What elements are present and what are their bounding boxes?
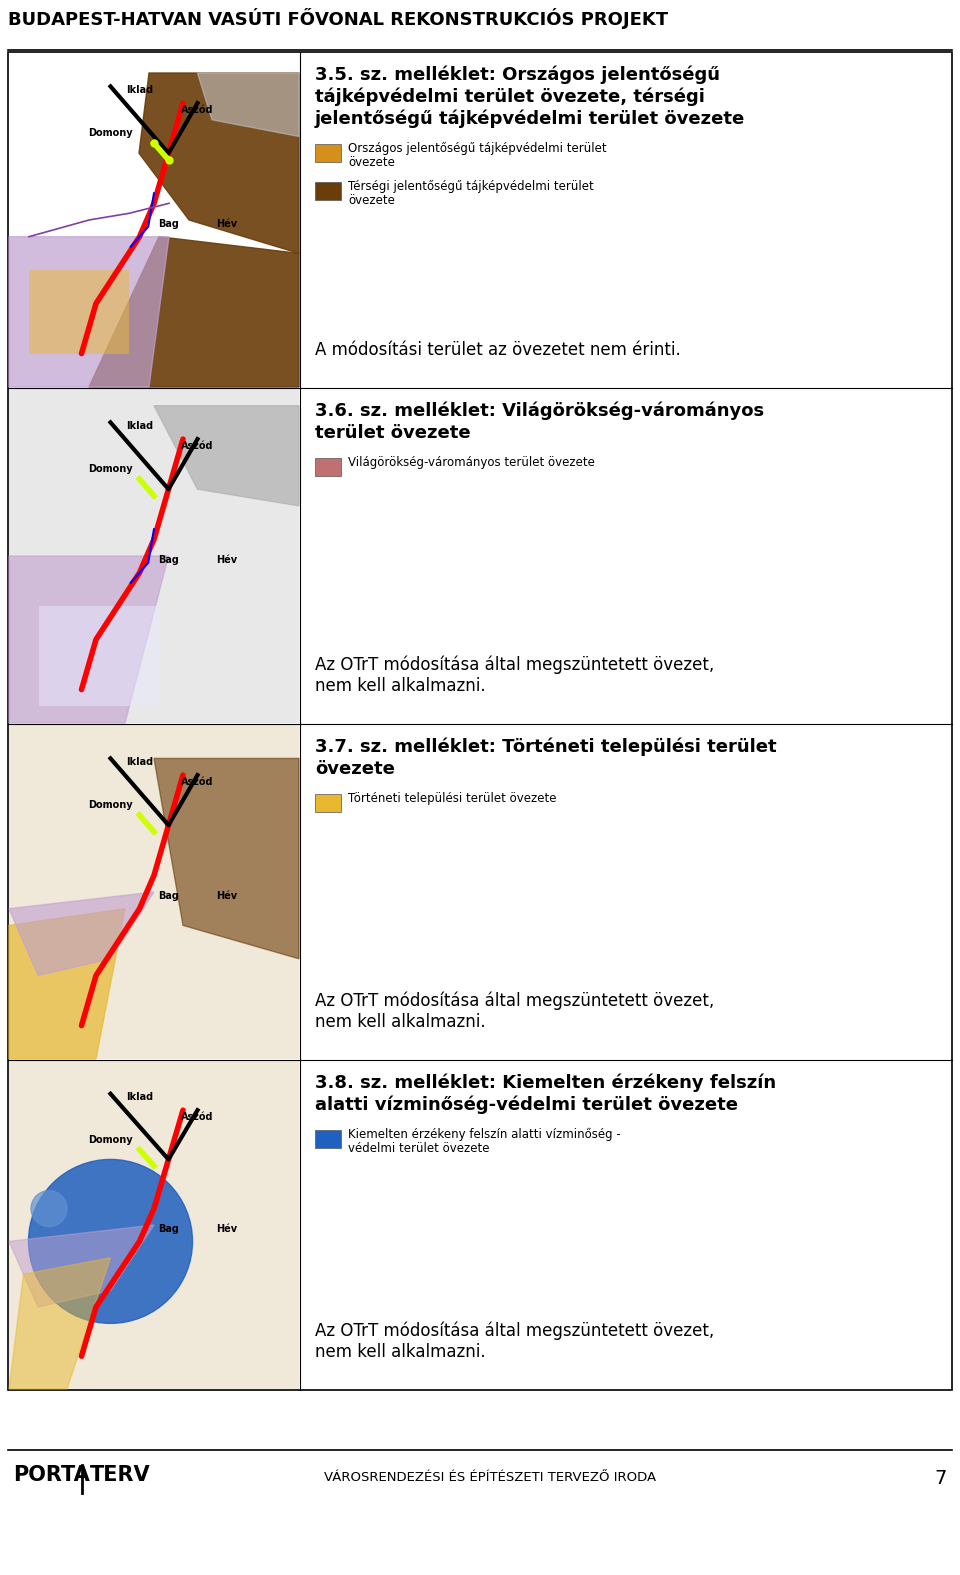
Text: BUDAPEST-HATVAN VASÚTI FŐVONAL REKONSTRUKCIÓS PROJEKT: BUDAPEST-HATVAN VASÚTI FŐVONAL REKONSTRU… — [8, 8, 668, 28]
Text: Domony: Domony — [88, 1136, 132, 1145]
Text: Domony: Domony — [88, 800, 132, 811]
Bar — [315, 458, 341, 476]
Text: Országos jelentőségű tájképvédelmi terület: Országos jelentőségű tájképvédelmi terül… — [348, 142, 607, 156]
Polygon shape — [9, 909, 125, 1058]
Bar — [9, 1062, 299, 1389]
Text: Aszód: Aszód — [181, 776, 214, 788]
Text: övezete: övezete — [348, 156, 395, 169]
Bar — [29, 269, 129, 354]
Text: VÁROSRENDEZÉSI ÉS ÉPÍTÉSZETI TERVEZŐ IRODA: VÁROSRENDEZÉSI ÉS ÉPÍTÉSZETI TERVEZŐ IRO… — [324, 1471, 656, 1484]
Text: PORTA: PORTA — [13, 1465, 89, 1485]
Polygon shape — [9, 556, 169, 723]
Text: Bag: Bag — [158, 219, 179, 228]
Text: védelmi terület övezete: védelmi terület övezete — [348, 1142, 490, 1154]
Bar — [9, 54, 299, 387]
Text: 3.5. sz. melléklet: Országos jelentőségű: 3.5. sz. melléklet: Országos jelentőségű — [315, 66, 720, 85]
Text: Iklad: Iklad — [126, 421, 153, 432]
Polygon shape — [198, 72, 299, 137]
Text: 7: 7 — [935, 1469, 947, 1488]
Text: alatti vízminőség-védelmi terület övezete: alatti vízminőség-védelmi terület övezet… — [315, 1096, 738, 1115]
Text: Aszód: Aszód — [181, 106, 214, 115]
Text: nem kell alkalmazni.: nem kell alkalmazni. — [315, 1343, 486, 1361]
Polygon shape — [89, 236, 299, 387]
Text: jelentőségű tájképvédelmi terület övezete: jelentőségű tájképvédelmi terület övezet… — [315, 110, 745, 129]
Text: Aszód: Aszód — [181, 441, 214, 450]
Bar — [9, 389, 299, 723]
Text: Kiemelten érzékeny felszín alatti vízminőség -: Kiemelten érzékeny felszín alatti vízmin… — [348, 1128, 621, 1142]
Text: övezete: övezete — [315, 761, 395, 778]
Text: Bag: Bag — [158, 891, 179, 901]
Text: TERV: TERV — [90, 1465, 151, 1485]
Text: Aszód: Aszód — [181, 1112, 214, 1121]
Bar — [315, 794, 341, 813]
Text: A módosítási terület az övezetet nem érinti.: A módosítási terület az övezetet nem éri… — [315, 342, 681, 359]
Text: 3.8. sz. melléklet: Kiemelten érzékeny felszín: 3.8. sz. melléklet: Kiemelten érzékeny f… — [315, 1074, 776, 1093]
Text: Domony: Domony — [88, 129, 132, 139]
Text: Térségi jelentőségű tájképvédelmi terület: Térségi jelentőségű tájképvédelmi terüle… — [348, 180, 593, 194]
Text: nem kell alkalmazni.: nem kell alkalmazni. — [315, 677, 486, 695]
Text: 3.6. sz. melléklet: Világörökség-várományos: 3.6. sz. melléklet: Világörökség-váromán… — [315, 402, 764, 421]
Bar — [9, 724, 299, 1058]
Bar — [39, 606, 159, 706]
Text: Az OTrT módosítása által megszüntetett övezet,: Az OTrT módosítása által megszüntetett ö… — [315, 655, 714, 674]
Polygon shape — [139, 72, 299, 254]
Text: Világörökség-várományos terület övezete: Világörökség-várományos terület övezete — [348, 457, 595, 469]
Text: 3.7. sz. melléklet: Történeti települési terület: 3.7. sz. melléklet: Történeti települési… — [315, 739, 777, 756]
Text: övezete: övezete — [348, 194, 395, 206]
Text: Hév: Hév — [216, 219, 237, 228]
Text: Iklad: Iklad — [126, 758, 153, 767]
Text: Bag: Bag — [158, 1224, 179, 1233]
Text: tájképvédelmi terület övezete, térségi: tájképvédelmi terület övezete, térségi — [315, 88, 705, 107]
Circle shape — [29, 1159, 193, 1323]
Polygon shape — [154, 406, 299, 506]
Polygon shape — [9, 236, 169, 387]
Bar — [315, 183, 341, 200]
Polygon shape — [9, 1258, 110, 1389]
Text: Domony: Domony — [88, 465, 132, 474]
Text: Iklad: Iklad — [126, 85, 153, 94]
Text: nem kell alkalmazni.: nem kell alkalmazni. — [315, 1013, 486, 1032]
Bar — [8, 52, 952, 1391]
Text: Iklad: Iklad — [126, 1093, 153, 1102]
Polygon shape — [154, 759, 299, 959]
Circle shape — [31, 1191, 67, 1227]
Bar — [315, 143, 341, 162]
Bar — [315, 1129, 341, 1148]
Text: Hév: Hév — [216, 1224, 237, 1233]
Text: Bag: Bag — [158, 554, 179, 565]
Bar — [9, 1062, 299, 1389]
Text: terület övezete: terület övezete — [315, 424, 470, 443]
Text: Hév: Hév — [216, 891, 237, 901]
Bar — [9, 389, 299, 723]
Bar — [9, 724, 299, 1058]
Polygon shape — [9, 891, 154, 975]
Text: Történeti települési terület övezete: Történeti települési terület övezete — [348, 792, 557, 805]
Text: Hév: Hév — [216, 554, 237, 565]
Text: Az OTrT módosítása által megszüntetett övezet,: Az OTrT módosítása által megszüntetett ö… — [315, 1321, 714, 1339]
Polygon shape — [9, 1225, 154, 1307]
Text: Az OTrT módosítása által megszüntetett övezet,: Az OTrT módosítása által megszüntetett ö… — [315, 991, 714, 1010]
